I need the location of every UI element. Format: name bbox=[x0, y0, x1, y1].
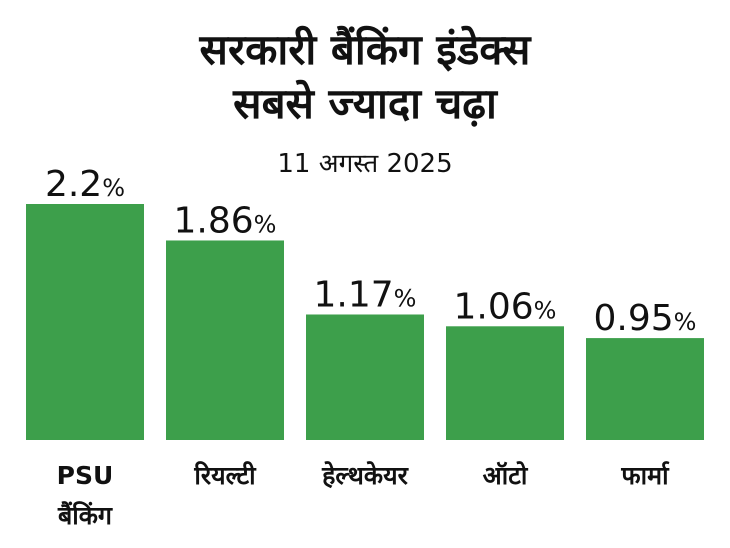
value-label-2: 1.17% bbox=[314, 274, 417, 315]
bar-0 bbox=[26, 204, 144, 440]
value-suffix-1: % bbox=[254, 210, 277, 238]
bar-4 bbox=[586, 338, 704, 440]
category-label-4: फार्मा bbox=[620, 461, 670, 490]
category-label-2: हेल्थकेयर bbox=[321, 461, 409, 490]
value-label-4: 0.95% bbox=[594, 298, 697, 339]
category-label-1: रियल्टी bbox=[193, 461, 257, 490]
value-number-1: 1.86 bbox=[174, 200, 254, 241]
category-label-3: ऑटो bbox=[483, 461, 529, 490]
value-label-0: 2.2% bbox=[45, 164, 125, 205]
value-suffix-4: % bbox=[674, 308, 697, 336]
value-suffix-0: % bbox=[102, 174, 125, 202]
chart-title-line-2: सबसे ज्यादा चढ़ा bbox=[233, 79, 497, 128]
bar-3 bbox=[446, 326, 564, 440]
value-suffix-3: % bbox=[534, 296, 557, 324]
value-number-4: 0.95 bbox=[594, 298, 674, 339]
bar-1 bbox=[166, 240, 284, 440]
category-label-0-line-0: PSU bbox=[57, 461, 114, 490]
value-number-0: 2.2 bbox=[45, 164, 102, 205]
chart-title-line-1: सरकारी बैंकिंग इंडेक्स bbox=[199, 25, 531, 74]
category-label-0-line-1: बैंकिंग bbox=[57, 501, 113, 530]
value-label-3: 1.06% bbox=[454, 286, 557, 327]
value-number-3: 1.06 bbox=[454, 286, 534, 327]
chart-date: 11 अगस्त 2025 bbox=[277, 149, 453, 179]
bar-2 bbox=[306, 314, 424, 440]
value-number-2: 1.17 bbox=[314, 274, 394, 315]
value-label-1: 1.86% bbox=[174, 200, 277, 241]
value-suffix-2: % bbox=[394, 284, 417, 312]
